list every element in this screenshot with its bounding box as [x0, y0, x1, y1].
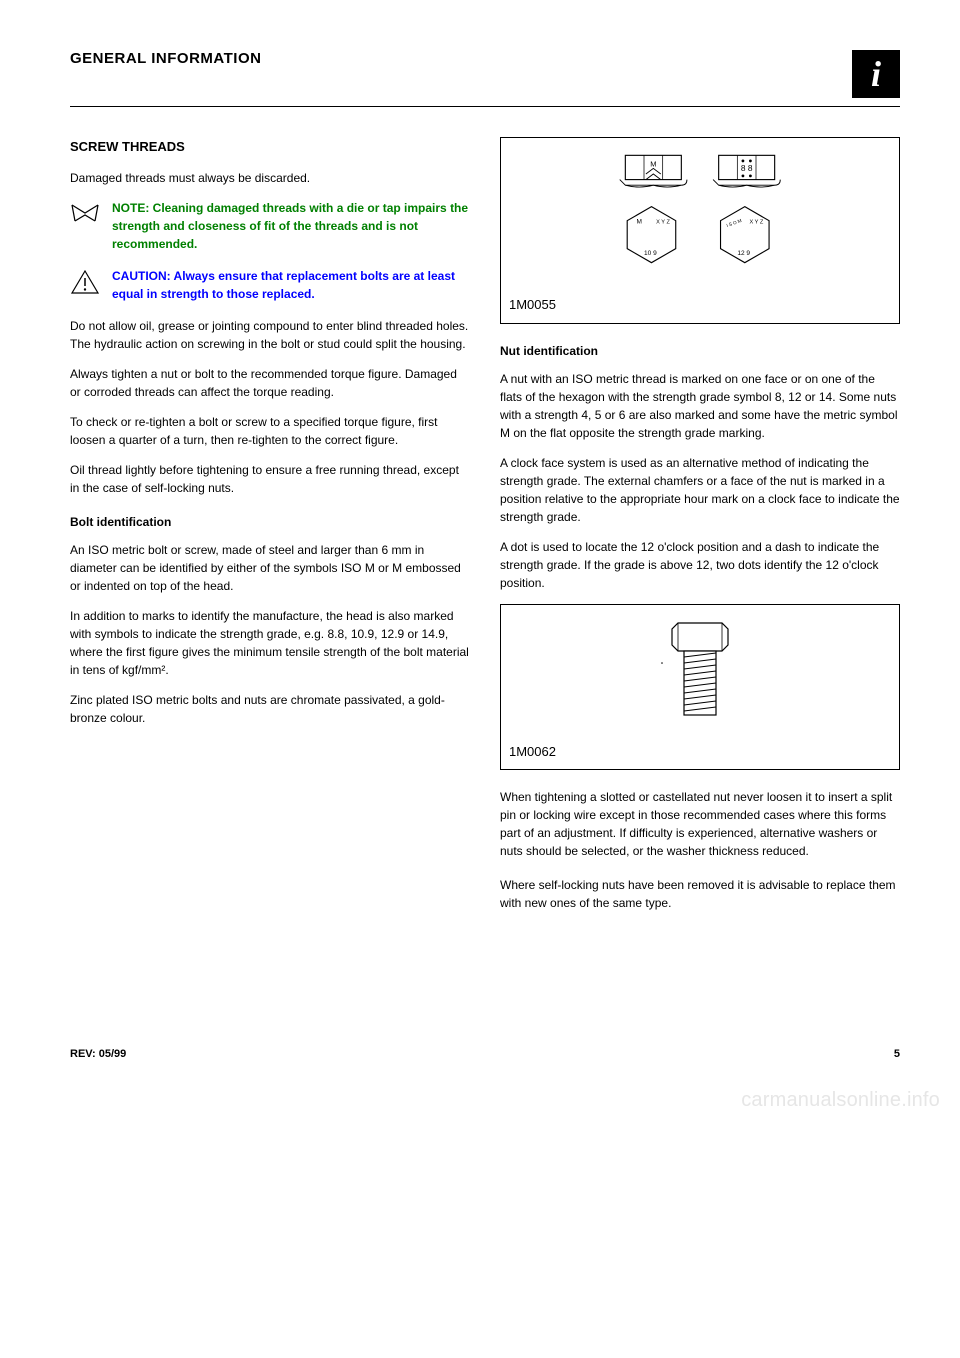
subheading-bolt-id: Bolt identification: [70, 513, 470, 531]
para-after-fig2b: Where self-locking nuts have been remove…: [500, 876, 900, 912]
figure-1m0055: M 8 8: [500, 137, 900, 324]
para-bolt-id-1: An ISO metric bolt or screw, made of ste…: [70, 541, 470, 595]
footer: REV: 05/99 5: [70, 1048, 900, 1060]
right-column: M 8 8: [500, 137, 900, 928]
content-columns: SCREW THREADS Damaged threads must alway…: [70, 137, 900, 928]
para-oil-thread: Oil thread lightly before tightening to …: [70, 461, 470, 497]
para-nut-2: A clock face system is used as an altern…: [500, 454, 900, 526]
figure-1m0062-label: 1M0062: [509, 742, 891, 762]
note-icon: [70, 201, 106, 230]
svg-text:10 9: 10 9: [644, 250, 657, 257]
section-title-screw-threads: SCREW THREADS: [70, 137, 470, 157]
footer-page-num: 5: [894, 1048, 900, 1060]
watermark: carmanualsonline.info: [741, 1089, 940, 1112]
para-damaged-threads: Damaged threads must always be discarded…: [70, 169, 470, 187]
caution-block: CAUTION: Always ensure that replacement …: [70, 267, 470, 303]
header-title: GENERAL INFORMATION: [70, 50, 261, 67]
header-row: GENERAL INFORMATION i: [70, 50, 900, 98]
note-block: NOTE: Cleaning damaged threads with a di…: [70, 199, 470, 253]
header-divider: [70, 106, 900, 107]
svg-text:X Y Z: X Y Z: [656, 219, 670, 225]
para-blind-holes: Do not allow oil, grease or jointing com…: [70, 317, 470, 353]
left-column: SCREW THREADS Damaged threads must alway…: [70, 137, 470, 928]
para-bolt-id-2: In addition to marks to identify the man…: [70, 607, 470, 679]
para-retighten: To check or re-tighten a bolt or screw t…: [70, 413, 470, 449]
figure-1m0062: 1M0062: [500, 604, 900, 771]
svg-text:M: M: [637, 218, 642, 225]
para-after-fig2: When tightening a slotted or castellated…: [500, 788, 900, 860]
caution-icon: [70, 269, 106, 300]
footer-rev: REV: 05/99: [70, 1048, 126, 1060]
para-bolt-id-3: Zinc plated ISO metric bolts and nuts ar…: [70, 691, 470, 727]
svg-text:M: M: [650, 160, 656, 169]
subheading-nut-id: Nut identification: [500, 342, 900, 360]
para-torque: Always tighten a nut or bolt to the reco…: [70, 365, 470, 401]
header-info-icon: i: [852, 50, 900, 98]
svg-text:X Y Z: X Y Z: [749, 219, 763, 225]
info-i-glyph: i: [871, 53, 881, 95]
para-nut-1: A nut with an ISO metric thread is marke…: [500, 370, 900, 442]
figure-1m0062-svg: [509, 613, 891, 733]
caution-text-wrapper: CAUTION: Always ensure that replacement …: [112, 267, 470, 303]
figure-1m0055-label: 1M0055: [509, 295, 891, 315]
caution-text: CAUTION: Always ensure that replacement …: [112, 269, 455, 301]
page: GENERAL INFORMATION i SCREW THREADS Dama…: [0, 0, 960, 1120]
figure-1m0055-svg: M 8 8: [509, 146, 891, 286]
svg-text:12 9: 12 9: [737, 250, 750, 257]
svg-text:8 8: 8 8: [741, 163, 753, 173]
note-text: NOTE: Cleaning damaged threads with a di…: [112, 201, 468, 251]
note-text-wrapper: NOTE: Cleaning damaged threads with a di…: [112, 199, 470, 253]
para-nut-3: A dot is used to locate the 12 o'clock p…: [500, 538, 900, 592]
